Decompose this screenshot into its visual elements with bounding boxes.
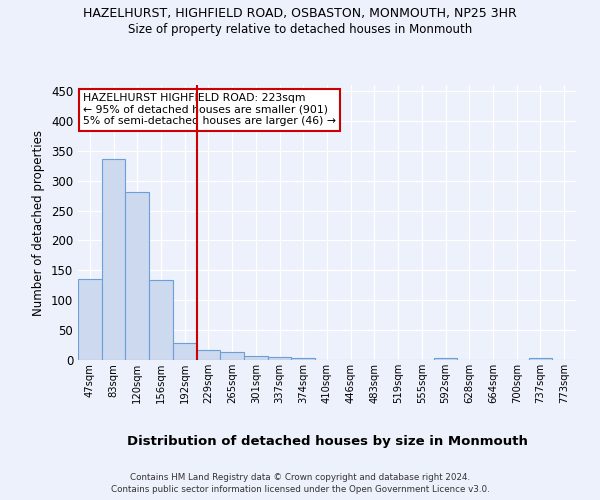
Text: Distribution of detached houses by size in Monmouth: Distribution of detached houses by size … [127,435,527,448]
Bar [173,342,197,360]
Bar [102,159,125,360]
Bar [244,356,268,360]
Text: Contains HM Land Registry data © Crown copyright and database right 2024.: Contains HM Land Registry data © Crown c… [130,472,470,482]
Text: HAZELHURST, HIGHFIELD ROAD, OSBASTON, MONMOUTH, NP25 3HR: HAZELHURST, HIGHFIELD ROAD, OSBASTON, MO… [83,8,517,20]
Bar [149,280,173,360]
Bar [197,350,220,360]
Bar [529,358,552,360]
Y-axis label: Number of detached properties: Number of detached properties [32,130,46,316]
Text: Contains public sector information licensed under the Open Government Licence v3: Contains public sector information licen… [110,485,490,494]
Text: HAZELHURST HIGHFIELD ROAD: 223sqm
← 95% of detached houses are smaller (901)
5% : HAZELHURST HIGHFIELD ROAD: 223sqm ← 95% … [83,93,336,126]
Bar [78,278,102,360]
Bar [268,357,292,360]
Bar [434,358,457,360]
Bar [125,192,149,360]
Bar [220,352,244,360]
Text: Size of property relative to detached houses in Monmouth: Size of property relative to detached ho… [128,22,472,36]
Bar [292,358,315,360]
